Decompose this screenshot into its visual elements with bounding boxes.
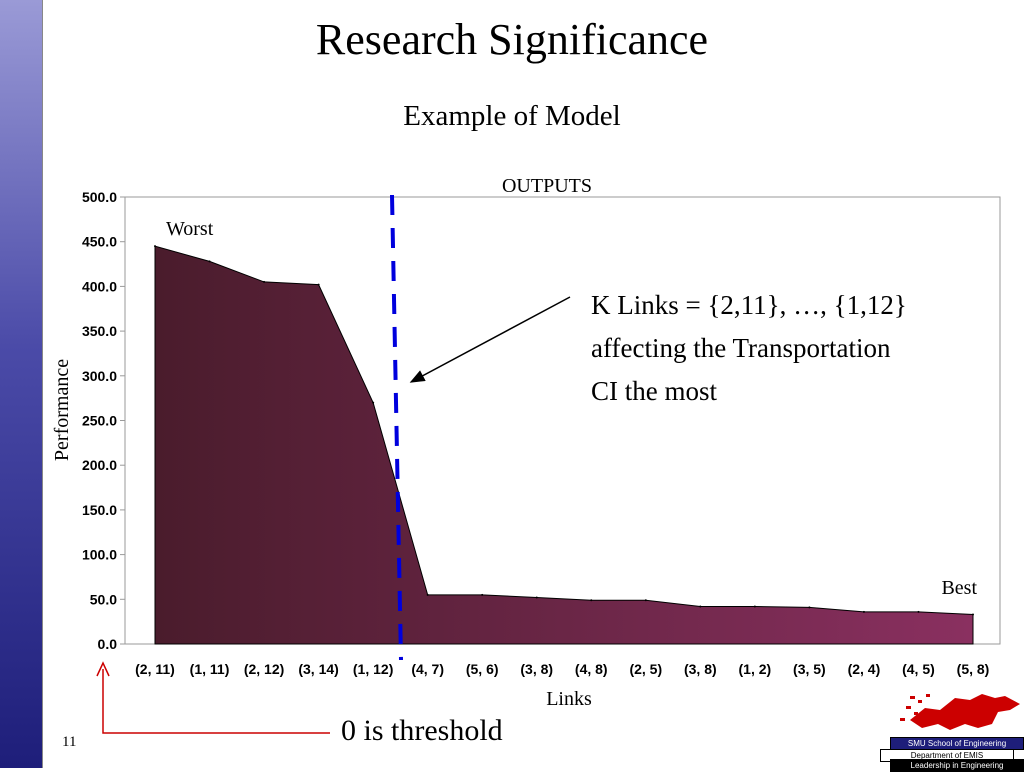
y-tick-label: 350.0 (82, 323, 117, 339)
data-point (590, 599, 593, 602)
data-point (862, 610, 865, 613)
x-tick-label: (4, 5) (902, 661, 935, 677)
worst-label: Worst (166, 218, 214, 240)
y-tick-label: 400.0 (82, 278, 117, 294)
threshold-arrow-icon (96, 661, 110, 677)
x-tick-label: (4, 7) (411, 661, 444, 677)
y-tick-label: 450.0 (82, 234, 117, 250)
slide-subtitle: Example of Model (403, 100, 621, 132)
page-number: 11 (62, 734, 77, 750)
x-axis-label: Links (546, 688, 592, 710)
x-tick-label: (1, 11) (190, 661, 230, 677)
x-tick-label: (3, 8) (520, 661, 553, 677)
x-tick-label: (3, 5) (793, 661, 826, 677)
data-point (208, 260, 211, 263)
y-tick-label: 100.0 (82, 547, 117, 563)
y-tick-label: 200.0 (82, 457, 117, 473)
x-tick-label: (2, 5) (629, 661, 662, 677)
y-axis: 0.0 50.0 100.0 150.0 200.0 250.0 300.0 350.0 400… (82, 189, 125, 652)
data-point (154, 245, 156, 248)
logo-line-3: Leadership in Engineering (890, 759, 1024, 772)
x-tick-label: (5, 6) (466, 661, 499, 677)
sidebar-decoration (0, 0, 43, 768)
x-tick-label: (2, 11) (135, 661, 175, 677)
x-tick-label: (3, 14) (298, 661, 338, 677)
annotation-line: affecting the Transportation (591, 333, 891, 363)
data-point (699, 605, 702, 608)
data-point (263, 280, 266, 283)
area-series (154, 245, 974, 645)
data-point (808, 606, 811, 609)
y-tick-label: 500.0 (82, 189, 117, 205)
y-tick-label: 0.0 (98, 636, 118, 652)
data-point (972, 613, 974, 616)
x-axis: (2, 11) (1, 11) (2, 12) (3, 14) (1, 12) (4, 7… (135, 661, 989, 677)
data-point (481, 593, 484, 596)
annotation-line: CI the most (591, 376, 717, 406)
data-point (753, 605, 756, 608)
annotation-text: K Links = {2,11}, …, {1,12} affecting th… (591, 284, 907, 413)
x-tick-label: (3, 8) (684, 661, 717, 677)
y-tick-label: 50.0 (90, 591, 117, 607)
y-tick-label: 250.0 (82, 413, 117, 429)
chart-title: OUTPUTS (502, 175, 592, 197)
y-tick-label: 150.0 (82, 502, 117, 518)
threshold-note: 0 is threshold (341, 714, 503, 747)
threshold-bracket (102, 669, 330, 734)
x-tick-label: (2, 4) (848, 661, 881, 677)
x-tick-label: (4, 8) (575, 661, 608, 677)
annotation-line: K Links = {2,11}, …, {1,12} (591, 290, 907, 320)
y-axis-label: Performance (51, 359, 73, 461)
mustang-logo-icon (900, 694, 1020, 730)
y-tick-label: 300.0 (82, 368, 117, 384)
x-tick-label: (2, 12) (244, 661, 284, 677)
data-point (317, 283, 320, 286)
data-point (644, 599, 647, 602)
data-point (372, 401, 375, 404)
x-tick-label: (1, 12) (353, 661, 393, 677)
data-point (917, 610, 920, 613)
data-point (535, 596, 538, 599)
best-label: Best (941, 577, 977, 599)
smu-logo: SMU School of Engineering Department of … (870, 690, 1024, 772)
x-tick-label: (5, 8) (957, 661, 990, 677)
data-point (426, 593, 429, 596)
threshold-line (390, 194, 403, 661)
annotation-arrow (409, 296, 571, 383)
slide-title: Research Significance (315, 15, 709, 64)
x-tick-label: (1, 2) (739, 661, 772, 677)
